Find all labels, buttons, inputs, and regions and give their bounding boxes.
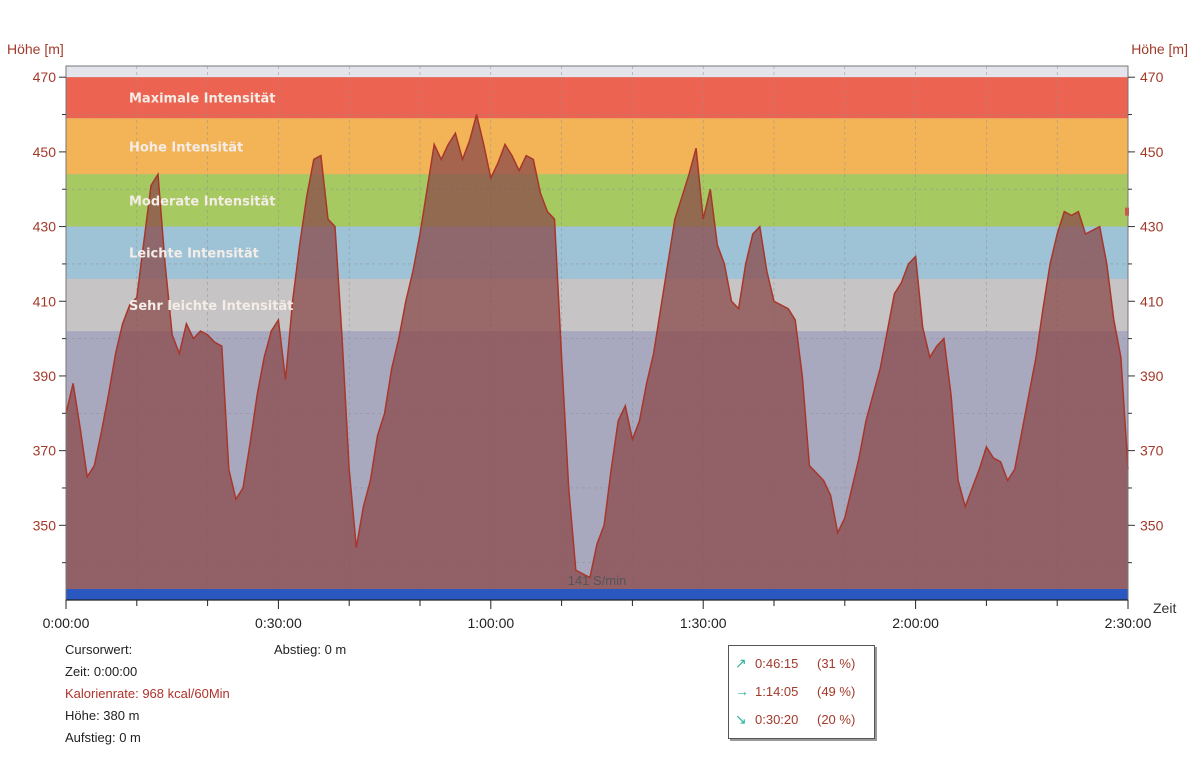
x-tick-label: 1:30:00 <box>680 615 727 631</box>
x-tick-label: 2:00:00 <box>892 615 939 631</box>
cursor-descent: Abstieg: 0 m <box>274 642 347 657</box>
arrow-right-icon: → <box>735 683 749 699</box>
y-tick-label-left: 430 <box>33 219 57 235</box>
zone-band <box>66 174 1128 227</box>
y-tick-label-left: 410 <box>33 293 57 309</box>
x-ticks: 0:00:00 0:30:00 1:00:00 1:30:00 2:00:00 2:30:… <box>43 600 1152 631</box>
elevation-line <box>65 114 1129 579</box>
summary-time: 0:30:20 <box>755 712 799 727</box>
zone-labels: Maximale Intensität Hohe Intensität Modera… <box>129 92 293 314</box>
arrow-down-right-icon: ↘ <box>735 711 747 727</box>
y-tick-label-left: 390 <box>33 368 57 384</box>
y-tick-label-right: 350 <box>1140 517 1164 533</box>
right-y-ticks: 350 370 390 410 430 450 470 <box>1128 69 1164 564</box>
axes <box>65 65 1129 601</box>
zone-label: Hohe Intensität <box>129 140 243 155</box>
x-axis-label: Zeit <box>1153 600 1176 616</box>
y-tick-label-right: 390 <box>1140 368 1164 384</box>
zone-band <box>66 118 1128 175</box>
summary-percent: (20 %) <box>817 712 856 727</box>
zone-band <box>66 77 1128 119</box>
left-y-ticks: 350 370 390 410 430 450 470 <box>33 69 66 564</box>
x-tick-label: 1:00:00 <box>467 615 514 631</box>
y-tick-label-left: 450 <box>33 144 57 160</box>
slope-summary-box: ↗ 0:46:15 (31 %) → 1:14:05 (49 %) ↘ 0:30:20 (2… <box>728 645 875 739</box>
zone-label: Maximale Intensität <box>129 92 275 107</box>
arrow-up-right-icon: ↗ <box>735 655 747 671</box>
y-tick-label-left: 350 <box>33 517 57 533</box>
zone-band <box>66 226 1128 279</box>
summary-time: 1:14:05 <box>755 684 799 699</box>
y-tick-label-right: 470 <box>1140 69 1164 85</box>
top-band <box>66 66 1128 78</box>
cursor-ascent: Aufstieg: 0 m <box>65 730 141 745</box>
summary-row-ascent: ↗ 0:46:15 (31 %) <box>735 655 855 672</box>
x-tick-label: 0:30:00 <box>255 615 302 631</box>
zone-label: Sehr leichte Intensität <box>129 299 293 314</box>
cursor-altitude: Höhe: 380 m <box>65 708 140 723</box>
y-axis-label-right: Höhe [m] <box>1131 41 1188 57</box>
intensity-zones <box>66 77 1128 332</box>
cursor-calorie-rate: Kalorienrate: 968 kcal/60Min <box>65 686 230 701</box>
cursor-time: Zeit: 0:00:00 <box>65 664 138 679</box>
y-tick-label-right: 430 <box>1140 219 1164 235</box>
summary-row-descent: ↘ 0:30:20 (20 %) <box>735 711 855 728</box>
summary-time: 0:46:15 <box>755 656 799 671</box>
y-tick-label-left: 470 <box>33 69 57 85</box>
x-tick-label: 0:00:00 <box>43 615 90 631</box>
cadence-annotation: 141 S/min <box>568 573 627 588</box>
y-tick-label-right: 450 <box>1140 144 1164 160</box>
zone-label: Moderate Intensität <box>129 194 276 209</box>
cursor-marker <box>1125 207 1129 216</box>
y-tick-label-right: 410 <box>1140 293 1164 309</box>
summary-percent: (49 %) <box>817 684 856 699</box>
summary-row-flat: → 1:14:05 (49 %) <box>735 683 855 699</box>
zone-band <box>66 278 1128 332</box>
elevation-area <box>65 114 1129 600</box>
y-tick-label-right: 370 <box>1140 443 1164 459</box>
elevation-fill <box>66 114 1128 600</box>
bottom-bar <box>66 589 1128 600</box>
zone-label: Leichte Intensität <box>129 247 259 262</box>
y-tick-label-left: 370 <box>33 443 57 459</box>
cursor-title: Cursorwert: <box>65 642 133 657</box>
y-axis-label-left: Höhe [m] <box>7 41 64 57</box>
summary-percent: (31 %) <box>817 656 856 671</box>
x-tick-label: 2:30:00 <box>1105 615 1152 631</box>
